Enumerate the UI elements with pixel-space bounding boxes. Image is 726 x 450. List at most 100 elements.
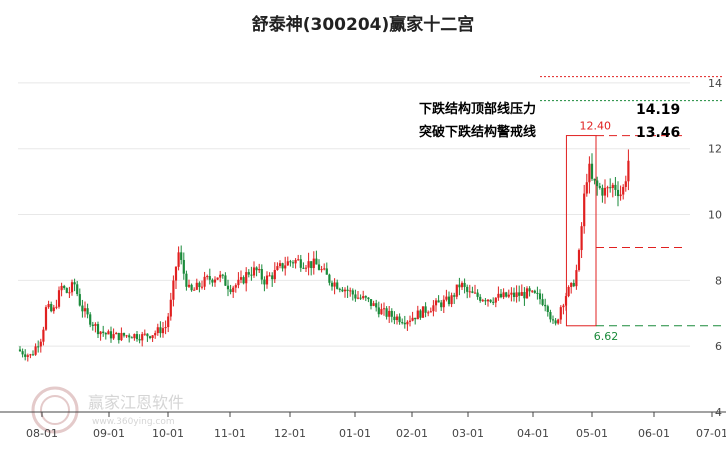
candle-body — [359, 297, 362, 299]
candle-body — [159, 327, 162, 334]
candle-body — [476, 292, 479, 297]
x-tick-label: 01-01 — [339, 427, 371, 440]
candle-body — [590, 163, 594, 179]
candle-body — [393, 316, 396, 321]
candle-body — [481, 300, 484, 302]
candle-body — [330, 282, 334, 287]
candle-body — [484, 300, 487, 302]
watermark: 赢家江恩软件 www.360ying.com — [31, 386, 184, 434]
candle-body — [546, 306, 549, 313]
candle-body — [424, 306, 427, 313]
range-high-label: 12.40 — [579, 120, 611, 133]
candle-body — [377, 307, 380, 315]
candle-body — [107, 331, 110, 335]
candle-body — [187, 284, 191, 287]
candle-body — [520, 292, 523, 296]
candle-body — [229, 289, 232, 293]
candle-body — [429, 311, 432, 313]
candle-body — [104, 332, 107, 335]
candle-body — [154, 333, 157, 336]
candle-body — [440, 302, 443, 308]
candle-body — [161, 328, 165, 334]
candle-body — [252, 267, 256, 276]
candle-body — [619, 194, 622, 197]
candle-body — [338, 288, 341, 290]
y-tick-label: 10 — [708, 209, 722, 222]
candle-body — [395, 316, 399, 321]
candle-body — [323, 268, 326, 270]
candle-body — [554, 320, 557, 324]
candle-body — [42, 329, 45, 342]
candle-body — [247, 272, 250, 275]
candle-body — [596, 180, 599, 187]
x-tick-label: 12-01 — [274, 427, 306, 440]
resistance-value: 14.19 — [636, 102, 680, 118]
candle-body — [294, 259, 297, 264]
x-tick-label: 10-01 — [152, 427, 184, 440]
candle-body — [442, 299, 445, 308]
range-box-outline — [565, 135, 597, 327]
candle-body — [237, 279, 240, 286]
candle-body — [401, 322, 404, 324]
candle-body — [320, 269, 323, 271]
candle-body — [164, 327, 167, 329]
candle-body — [37, 346, 40, 348]
candle-body — [263, 279, 266, 285]
candle-body — [291, 262, 295, 264]
candle-body — [406, 321, 409, 325]
candle-body — [146, 333, 149, 337]
candle-body — [281, 263, 284, 269]
candle-body — [278, 263, 282, 267]
candle-body — [609, 187, 612, 189]
candle-body — [486, 299, 490, 302]
candle-body — [34, 346, 37, 355]
candle-body — [627, 160, 630, 182]
candle-body — [73, 282, 76, 285]
y-tick-label: 14 — [708, 77, 722, 90]
candlesticks — [18, 149, 630, 362]
candle-body — [382, 308, 386, 310]
candle-body — [83, 308, 87, 312]
candle-body — [458, 284, 461, 288]
candle-body — [468, 291, 471, 293]
candle-body — [169, 299, 172, 317]
candle-body — [411, 317, 414, 321]
candle-body — [273, 269, 276, 280]
candle-body — [57, 290, 61, 307]
candle-body — [385, 308, 388, 317]
candle-body — [60, 285, 63, 291]
candle-body — [310, 261, 313, 269]
y-axis: 468101214 — [708, 77, 722, 419]
candle-body — [148, 336, 152, 339]
candle-body — [299, 259, 302, 268]
candle-body — [18, 349, 22, 352]
y-tick-label: 12 — [708, 143, 722, 156]
candle-body — [325, 268, 328, 275]
candle-body — [564, 296, 568, 306]
candle-body — [174, 266, 178, 281]
candle-body — [557, 319, 560, 324]
candle-body — [221, 274, 224, 276]
candle-body — [180, 252, 183, 260]
watermark-name: 赢家江恩软件 — [88, 393, 184, 412]
candle-body — [354, 294, 357, 299]
candle-body — [242, 277, 245, 284]
candle-body — [341, 289, 344, 292]
candle-body — [453, 295, 456, 297]
candle-body — [523, 292, 526, 299]
candle-body — [536, 292, 539, 294]
candle-body — [190, 284, 193, 291]
candle-body — [549, 312, 552, 320]
candle-body — [572, 282, 575, 287]
candle-body — [219, 274, 222, 278]
candle-body — [460, 282, 464, 288]
candle-body — [364, 296, 367, 298]
candle-body — [21, 351, 24, 355]
candle-body — [63, 285, 66, 289]
candle-body — [315, 258, 318, 265]
candle-body — [91, 324, 94, 326]
annotations: 下跌结构顶部线压力 14.19 突破下跌结构警戒线 13.46 — [419, 76, 722, 141]
candle-body — [518, 292, 521, 296]
candle-body — [133, 334, 136, 339]
